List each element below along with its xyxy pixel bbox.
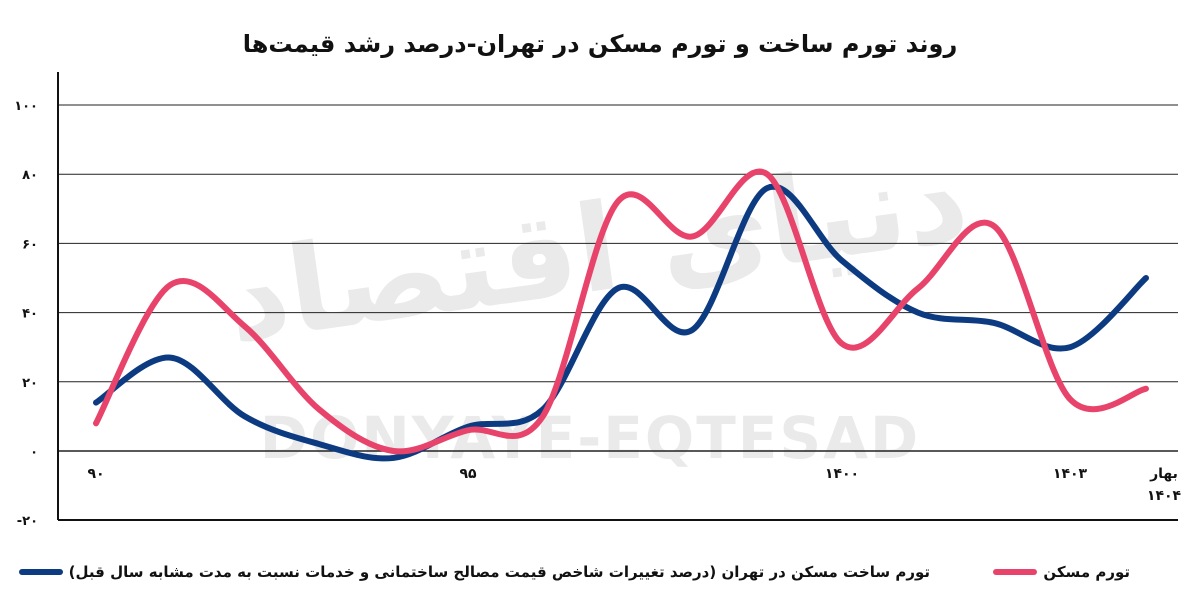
legend-label-housing: تورم مسکن xyxy=(1043,563,1130,581)
y-tick-label: ۸۰ xyxy=(22,168,38,183)
series-lines xyxy=(93,168,1149,462)
y-tick-label: ۴۰ xyxy=(22,307,38,322)
legend: تورم مسکن تورم ساخت مسکن در تهران (درصد … xyxy=(18,563,1130,591)
legend-item-housing: تورم مسکن xyxy=(993,563,1130,581)
grid xyxy=(58,104,1178,452)
legend-swatch-housing xyxy=(993,569,1038,575)
x-tick-label: ۱۴۰۴ xyxy=(1147,488,1182,504)
x-tick-label: ۹۰ xyxy=(87,466,104,482)
y-tick-label: ۱۰۰ xyxy=(14,99,38,114)
watermark-en: DONYAYE-EQTESAD xyxy=(260,404,920,472)
x-tick-label: بهار xyxy=(1149,466,1178,482)
legend-label-construction: تورم ساخت مسکن در تهران (درصد تغییرات شا… xyxy=(68,563,930,581)
y-tick-label: ۲۰ xyxy=(22,376,38,391)
legend-swatch-construction xyxy=(18,569,63,575)
x-tick-label: ۱۴۰۰ xyxy=(825,466,859,482)
axes xyxy=(57,72,1178,521)
y-tick-label: ۰ xyxy=(30,445,38,460)
x-axis-ticks: ۹۰ ۹۵ ۱۴۰۰ ۱۴۰۳ بهار ۱۴۰۴ xyxy=(87,466,1181,504)
chart-title: روند تورم ساخت و تورم مسکن در تهران-درصد… xyxy=(242,30,958,58)
x-tick-label: ۹۵ xyxy=(459,466,477,482)
x-tick-label: ۱۴۰۳ xyxy=(1053,466,1088,482)
series-line-construction xyxy=(93,183,1149,462)
y-tick-label: -۲۰ xyxy=(17,514,38,529)
y-tick-label: ۶۰ xyxy=(22,237,38,252)
series-line-housing xyxy=(93,168,1149,455)
legend-item-construction: تورم ساخت مسکن در تهران (درصد تغییرات شا… xyxy=(18,563,930,581)
y-axis-ticks: ۱۰۰ ۸۰ ۶۰ ۴۰ ۲۰ ۰ -۲۰ xyxy=(14,99,38,529)
